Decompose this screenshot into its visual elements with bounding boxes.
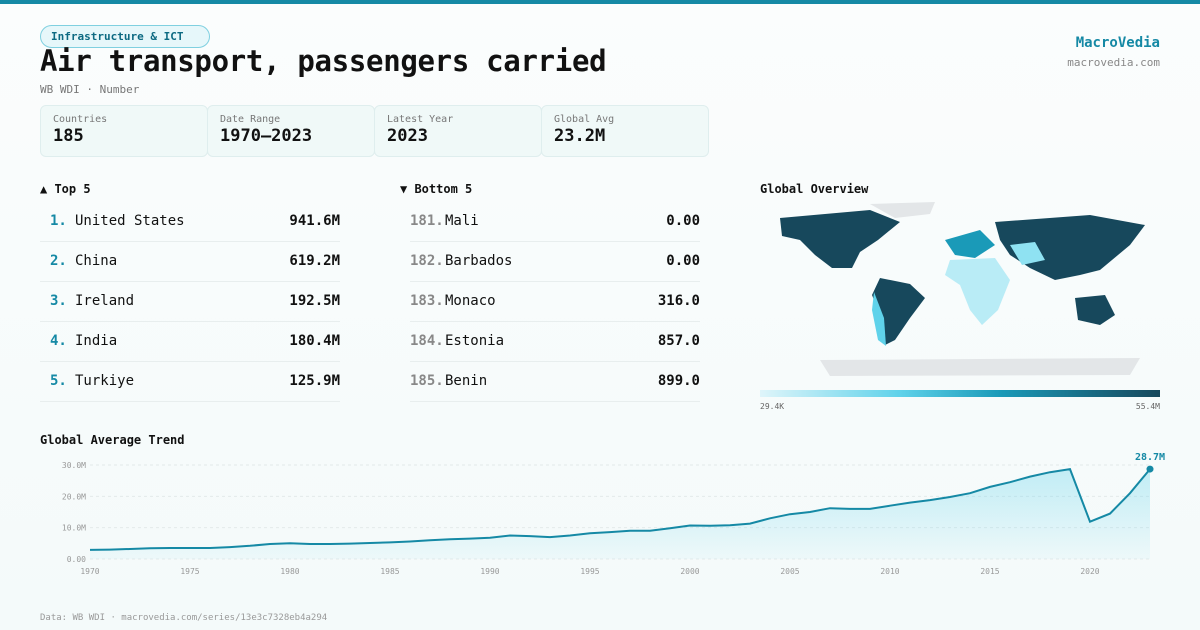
x-tick-label: 1970	[80, 567, 99, 576]
rank: 3.	[50, 293, 67, 309]
stat-label: Global Avg	[554, 114, 615, 125]
rank: 5.	[50, 373, 67, 389]
trend-chart: 0.00 10.0M 20.0M 30.0M 1970 1975 1980 1985 1990 1…	[62, 452, 1165, 576]
category-tag[interactable]: Infrastructure & ICT	[40, 25, 210, 48]
value: 125.9M	[289, 373, 340, 389]
region	[1010, 242, 1045, 265]
rank: 1.	[50, 213, 67, 229]
x-tick-label: 2010	[880, 567, 899, 576]
rank-row: 183. Monaco 316.0	[410, 281, 700, 322]
rank-row: 5. Turkiye 125.9M	[40, 361, 340, 402]
stat-card: Global Avg 23.2M	[541, 105, 709, 157]
region	[870, 202, 935, 218]
rank: 182.	[410, 253, 444, 269]
rank: 2.	[50, 253, 67, 269]
section-title: ▲ Top 5	[40, 182, 91, 196]
legend-min: 29.4K	[760, 402, 785, 411]
region	[995, 215, 1145, 280]
region	[1075, 295, 1115, 325]
country: China	[75, 253, 118, 269]
x-tick-label: 2020	[1080, 567, 1099, 576]
country: Turkiye	[75, 373, 135, 389]
y-tick-label: 0.00	[67, 555, 86, 564]
region	[872, 278, 925, 345]
footer: Data: WB WDI · macrovedia.com/series/13e…	[40, 613, 328, 623]
value: 857.0	[657, 333, 700, 349]
x-tick-label: 1975	[180, 567, 199, 576]
x-tick-label: 2005	[780, 567, 799, 576]
rank-row: 3. Ireland 192.5M	[40, 281, 340, 322]
stat-card: Latest Year 2023	[374, 105, 542, 157]
area	[90, 469, 1150, 559]
legend-max: 55.4M	[1135, 402, 1160, 411]
stat-card: Date Range 1970–2023	[207, 105, 375, 157]
rank: 185.	[410, 373, 444, 389]
rank-row: 4. India 180.4M	[40, 321, 340, 362]
rank: 181.	[410, 213, 444, 229]
world-map	[780, 202, 1145, 376]
brand[interactable]: MacroVedia	[1075, 35, 1160, 51]
section-title: ▼ Bottom 5	[400, 182, 473, 196]
x-tick-label: 1995	[580, 567, 599, 576]
brand-url[interactable]: macrovedia.com	[1067, 56, 1160, 69]
value: 941.6M	[289, 213, 340, 229]
region	[945, 258, 1010, 325]
y-tick-label: 30.0M	[62, 461, 86, 470]
rank-row: 185. Benin 899.0	[410, 361, 700, 402]
region	[872, 292, 886, 346]
country: Barbados	[445, 253, 513, 269]
value: 899.0	[657, 373, 700, 389]
rank: 184.	[410, 333, 444, 349]
country: Estonia	[445, 333, 505, 349]
country: Ireland	[75, 293, 135, 309]
y-tick-label: 20.0M	[62, 492, 86, 501]
y-tick-label: 10.0M	[62, 524, 86, 533]
country: United States	[75, 213, 185, 229]
value: 180.4M	[289, 333, 340, 349]
end-label: 28.7M	[1135, 452, 1165, 463]
country: Mali	[445, 213, 479, 229]
section-title: Global Overview	[760, 182, 869, 196]
region	[780, 210, 900, 268]
country: India	[75, 333, 118, 349]
top-bar	[0, 0, 1200, 4]
x-tick-label: 2000	[680, 567, 699, 576]
rank-row: 182. Barbados 0.00	[410, 241, 700, 282]
country: Monaco	[445, 293, 496, 309]
value: 0.00	[666, 213, 700, 229]
value: 192.5M	[289, 293, 340, 309]
x-tick-label: 1985	[380, 567, 399, 576]
page-title: Air transport, passengers carried	[40, 44, 607, 78]
stat-card: Countries 185	[40, 105, 208, 157]
region	[820, 358, 1140, 376]
chart-title: Global Average Trend	[40, 433, 185, 447]
x-tick-label: 1980	[280, 567, 299, 576]
stat-value: 185	[53, 126, 84, 146]
stat-value: 23.2M	[554, 126, 606, 146]
x-tick-label: 1990	[480, 567, 499, 576]
rank: 183.	[410, 293, 444, 309]
stat-value: 1970–2023	[220, 126, 313, 146]
rank-row: 184. Estonia 857.0	[410, 321, 700, 362]
x-tick-label: 2015	[980, 567, 999, 576]
stat-label: Countries	[53, 114, 108, 125]
value: 0.00	[666, 253, 700, 269]
region	[945, 230, 995, 258]
rank: 4.	[50, 333, 67, 349]
value: 316.0	[657, 293, 700, 309]
line	[89, 467, 1151, 551]
rank-row: 2. China 619.2M	[40, 241, 340, 282]
rank-row: 181. Mali 0.00	[410, 201, 700, 242]
stat-value: 2023	[387, 126, 428, 146]
legend-gradient	[760, 390, 1160, 397]
subtitle: WB WDI · Number	[40, 83, 140, 96]
end-point	[1146, 465, 1154, 473]
value: 619.2M	[289, 253, 340, 269]
stat-label: Latest Year	[387, 114, 454, 125]
country: Benin	[445, 373, 488, 389]
stat-label: Date Range	[220, 114, 281, 125]
rank-row: 1. United States 941.6M	[40, 201, 340, 242]
